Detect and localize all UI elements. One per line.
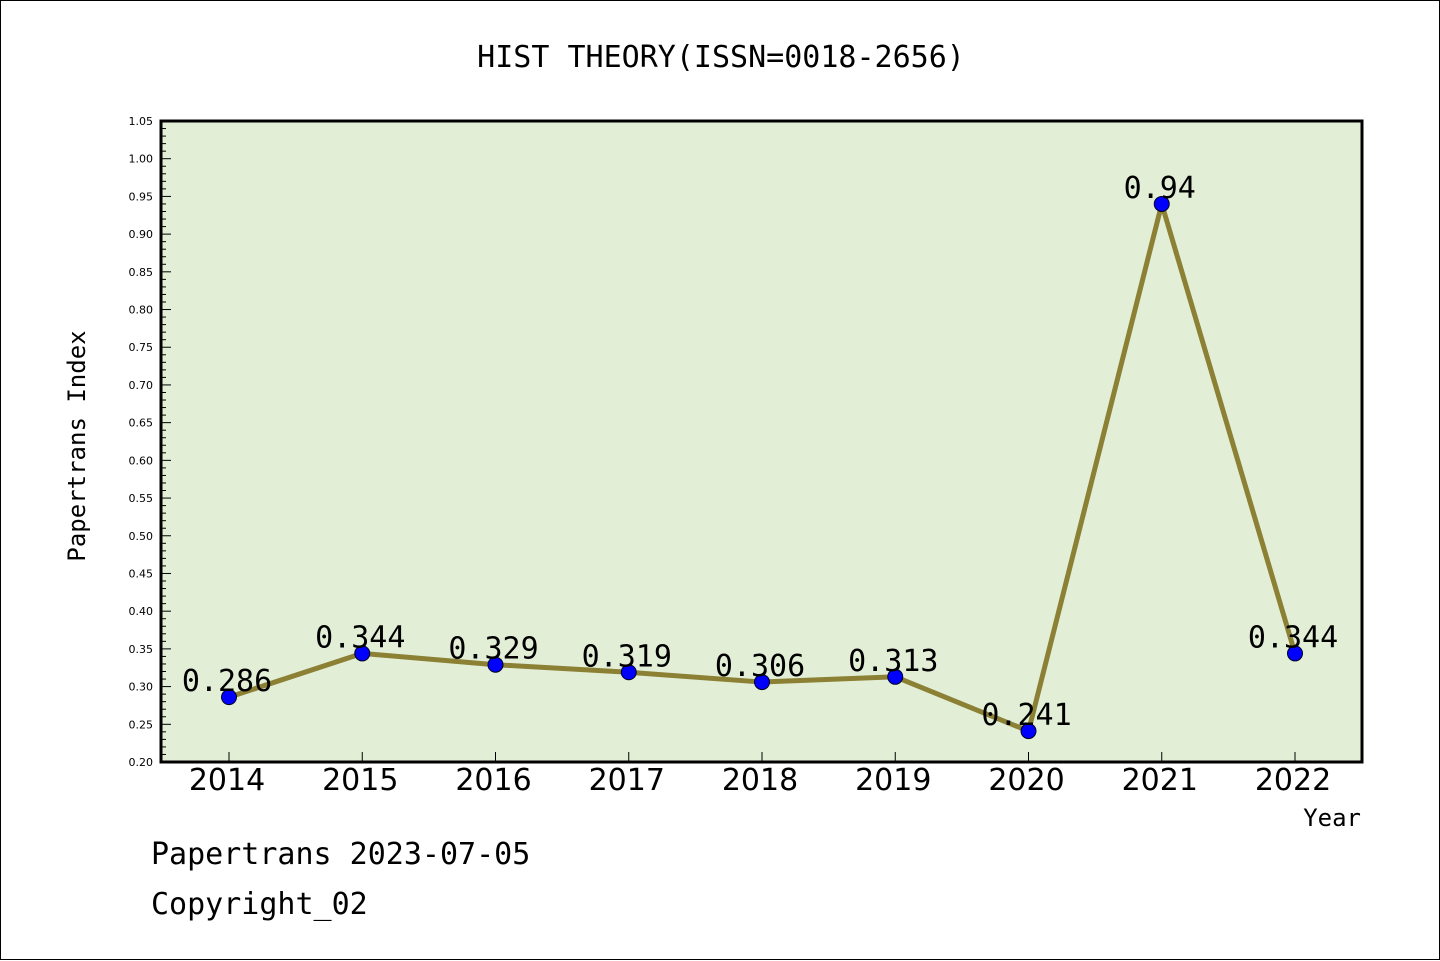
data-label: 0.344 xyxy=(1248,620,1338,655)
data-label: 0.306 xyxy=(715,649,805,684)
footer-copyright: Copyright_02 xyxy=(151,887,368,922)
footer-date: Papertrans 2023-07-05 xyxy=(151,837,530,872)
y-tick-label: 0.75 xyxy=(129,341,154,354)
x-tick-label: 2015 xyxy=(322,763,398,798)
data-label: 0.241 xyxy=(981,698,1071,733)
y-tick-label: 1.05 xyxy=(129,115,154,128)
x-tick-label: 2018 xyxy=(722,763,798,798)
y-tick-label: 0.30 xyxy=(129,681,154,694)
y-tick-label: 0.45 xyxy=(129,567,154,580)
data-point xyxy=(354,645,371,662)
y-tick-label: 0.40 xyxy=(129,605,154,618)
y-tick-label: 0.25 xyxy=(129,718,154,731)
x-axis-label: Year xyxy=(1303,804,1361,832)
data-point xyxy=(221,689,237,706)
data-point xyxy=(754,674,770,691)
data-labels: 0.286 0.344 0.329 0.319 0.306 0.313 0.241 0.94 0… xyxy=(182,171,1338,733)
series-markers xyxy=(221,195,1303,740)
data-label: 0.344 xyxy=(315,620,405,655)
data-point xyxy=(487,656,504,673)
y-tick-label: 0.85 xyxy=(129,266,154,279)
y-axis-label: Papertrans Index xyxy=(63,330,91,561)
data-label: 0.94 xyxy=(1124,171,1196,206)
x-tick-label: 2016 xyxy=(455,763,531,798)
x-axis: 2014 2015 2016 2017 2018 2019 2020 2021 2022 xyxy=(189,752,1331,798)
y-tick-label: 0.65 xyxy=(129,417,154,430)
y-tick-label: 0.90 xyxy=(129,228,154,241)
chart-title: HIST THEORY(ISSN=0018-2656) xyxy=(477,40,965,75)
y-tick-label: 0.55 xyxy=(129,492,154,505)
data-point xyxy=(887,668,904,685)
data-label: 0.313 xyxy=(848,644,938,679)
data-label: 0.319 xyxy=(582,639,672,674)
y-tick-label: 1.00 xyxy=(129,153,154,166)
data-point xyxy=(1153,195,1170,212)
x-tick-label: 2019 xyxy=(855,763,931,798)
y-tick-label: 0.60 xyxy=(129,454,154,467)
x-tick-label: 2021 xyxy=(1122,763,1198,798)
data-point xyxy=(1287,645,1303,662)
x-tick-label: 2020 xyxy=(988,763,1064,798)
data-point xyxy=(620,664,637,681)
y-tick-label: 0.20 xyxy=(129,756,154,769)
data-label: 0.286 xyxy=(182,664,272,699)
x-tick-label: 2017 xyxy=(589,763,665,798)
y-tick-label: 0.70 xyxy=(129,379,154,392)
y-tick-label: 0.50 xyxy=(129,530,154,543)
x-tick-label: 2022 xyxy=(1255,763,1331,798)
y-tick-label: 0.35 xyxy=(129,643,154,656)
x-tick-label: 2014 xyxy=(189,763,265,798)
y-axis: 0.20 0.25 0.30 0.35 0.40 0.45 0.50 0.55 0.60 0.65… xyxy=(129,115,171,769)
data-point xyxy=(1020,723,1037,740)
data-label: 0.329 xyxy=(448,632,538,667)
y-tick-label: 0.80 xyxy=(129,304,154,317)
y-tick-label: 0.95 xyxy=(129,190,154,203)
